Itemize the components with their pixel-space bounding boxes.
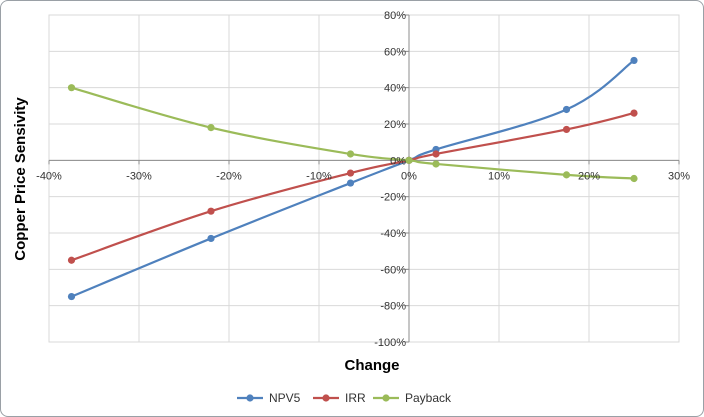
legend-swatch-marker — [382, 394, 390, 402]
y-tick-label: -20% — [380, 192, 406, 204]
data-point-irr — [346, 169, 355, 177]
data-point-irr — [67, 256, 76, 264]
legend-item-npv5: NPV5 — [237, 391, 301, 405]
data-point-npv5 — [346, 179, 355, 187]
x-tick-label: -10% — [306, 170, 332, 182]
series-irr — [67, 109, 638, 264]
data-point-npv5 — [630, 56, 638, 65]
data-point-payback — [67, 84, 76, 92]
data-point-payback — [630, 174, 638, 183]
data-point-irr — [432, 150, 440, 158]
x-tick-label: -40% — [36, 170, 62, 182]
data-point-payback — [562, 171, 571, 179]
legend-swatch-marker — [246, 394, 254, 402]
y-tick-label: 0% — [390, 155, 406, 167]
y-tick-label: 40% — [384, 83, 406, 95]
x-tick-label: -30% — [126, 170, 152, 182]
axes — [48, 14, 680, 343]
series-line-irr — [71, 112, 635, 262]
y-axis-title: Copper Price Sensivity — [12, 97, 29, 261]
series-line-npv5 — [71, 59, 635, 298]
x-tick-label: 20% — [578, 170, 600, 182]
data-point-npv5 — [207, 234, 215, 243]
y-tick-label: -40% — [380, 228, 406, 240]
x-tick-label: -20% — [216, 170, 242, 182]
x-tick-label: 10% — [488, 170, 510, 182]
data-point-npv5 — [562, 105, 571, 114]
x-tick-label: 30% — [668, 170, 690, 182]
x-axis-title: Change — [344, 357, 399, 374]
legend-label: NPV5 — [269, 391, 301, 405]
legend-item-irr: IRR — [313, 391, 366, 405]
data-point-irr — [630, 109, 638, 117]
data-point-payback — [207, 124, 215, 132]
legend-swatch-marker — [322, 394, 330, 402]
data-point-payback — [405, 156, 413, 164]
y-tick-label: 20% — [384, 119, 406, 131]
legend-label: Payback — [405, 391, 452, 405]
data-point-payback — [432, 160, 440, 168]
y-tick-label: -100% — [374, 337, 406, 349]
data-point-irr — [562, 125, 571, 134]
legend: NPV5 IRR Payback — [237, 391, 452, 405]
data-point-irr — [207, 207, 215, 215]
data-point-npv5 — [67, 292, 76, 301]
y-tick-label: 60% — [384, 46, 406, 58]
series-npv5 — [67, 56, 638, 301]
series-payback — [67, 84, 638, 183]
tick-labels: -40% -30% -20% -10% 0% 10% 20% 30% 80% 60% 40% 20% 0… — [36, 10, 690, 349]
y-tick-label: -80% — [380, 301, 406, 313]
x-tick-label: 0% — [401, 170, 417, 182]
y-tick-label: -60% — [380, 264, 406, 276]
legend-item-payback: Payback — [373, 391, 452, 405]
data-point-payback — [346, 150, 355, 158]
series-lines — [67, 56, 638, 301]
y-tick-label: 80% — [384, 10, 406, 22]
legend-label: IRR — [345, 391, 366, 405]
